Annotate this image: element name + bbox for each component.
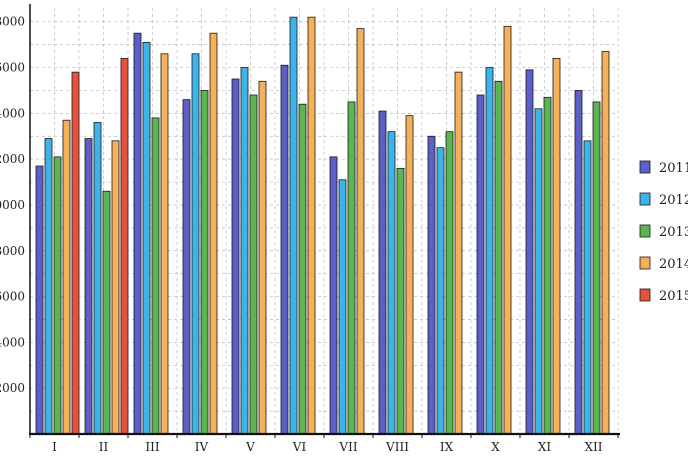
bar-2011-VII bbox=[329, 156, 338, 435]
bar-2014-VII bbox=[356, 28, 365, 435]
bar-2011-VI bbox=[280, 64, 289, 435]
bar-2012-V bbox=[240, 67, 249, 435]
bar-2012-IX bbox=[436, 147, 445, 435]
x-tick-label: XII bbox=[584, 440, 602, 454]
bar-2012-I bbox=[44, 138, 53, 435]
legend: 2011 2012 2013 2014 2015 bbox=[639, 160, 688, 304]
x-axis-tick-labels: I II III IV V VI VII VIII IX X XI XII bbox=[52, 440, 603, 454]
bar-2014-X bbox=[503, 25, 512, 435]
y-tick-label: 4000 bbox=[0, 106, 25, 120]
bar-2011-XII bbox=[574, 90, 583, 435]
bar-2013-VIII bbox=[396, 167, 405, 435]
bar-2014-V bbox=[258, 80, 267, 435]
legend-label-2015: 2015 bbox=[659, 289, 688, 304]
legend-swatch-2012 bbox=[639, 192, 651, 206]
bar-2011-I bbox=[35, 165, 44, 435]
x-tick-label: I bbox=[52, 440, 57, 454]
bar-2012-XI bbox=[534, 108, 543, 435]
legend-swatch-2015 bbox=[639, 288, 651, 302]
bar-2011-VIII bbox=[378, 110, 387, 435]
y-tick-label: 2000 bbox=[0, 381, 25, 395]
legend-swatch-2013 bbox=[639, 224, 651, 238]
bar-2014-VIII bbox=[405, 115, 414, 435]
bar-2014-VI bbox=[307, 16, 316, 435]
bar-2011-IX bbox=[427, 135, 436, 435]
bar-2013-II bbox=[102, 190, 111, 435]
x-tick-label: II bbox=[99, 440, 109, 454]
bar-2013-IV bbox=[200, 90, 209, 435]
bar-2013-V bbox=[249, 94, 258, 435]
bar-2015-I bbox=[71, 71, 80, 435]
bar-2013-III bbox=[151, 117, 160, 435]
bar-2013-X bbox=[494, 80, 503, 435]
bar-2014-I bbox=[62, 119, 71, 435]
legend-label-2011: 2011 bbox=[659, 161, 688, 176]
bars bbox=[35, 16, 610, 435]
bar-2011-III bbox=[133, 32, 142, 435]
bar-2013-XII bbox=[592, 101, 601, 435]
y-tick-label: 4000 bbox=[0, 335, 25, 349]
bar-2013-I bbox=[53, 156, 62, 435]
x-tick-label: IX bbox=[440, 440, 454, 454]
y-tick-label: 8000 bbox=[0, 244, 25, 258]
bar-2012-XII bbox=[583, 140, 592, 435]
x-tick-label: VI bbox=[292, 440, 307, 454]
bar-2012-II bbox=[93, 122, 102, 435]
bar-2012-IV bbox=[191, 53, 200, 435]
axes bbox=[29, 4, 620, 438]
y-tick-label: 2000 bbox=[0, 152, 25, 166]
bar-2014-II bbox=[111, 140, 120, 435]
x-tick-label: III bbox=[145, 440, 159, 454]
bar-2015-II bbox=[120, 57, 129, 435]
bar-2011-V bbox=[231, 78, 240, 435]
legend-label-2014: 2014 bbox=[659, 257, 688, 272]
x-tick-label: VII bbox=[338, 440, 357, 454]
bar-2013-VII bbox=[347, 101, 356, 435]
bar-2012-VII bbox=[338, 179, 347, 435]
bar-2011-X bbox=[476, 94, 485, 435]
y-tick-label: 6000 bbox=[0, 61, 25, 75]
legend-label-2012: 2012 bbox=[659, 193, 688, 208]
y-tick-label: 8000 bbox=[0, 15, 25, 29]
legend-swatch-2011 bbox=[639, 160, 651, 174]
bar-2011-XI bbox=[525, 69, 534, 435]
bar-2014-III bbox=[160, 53, 169, 435]
bar-2012-X bbox=[485, 67, 494, 435]
bar-2012-III bbox=[142, 41, 151, 435]
x-tick-label: V bbox=[245, 440, 255, 454]
x-tick-label: XI bbox=[538, 440, 552, 454]
bar-2011-IV bbox=[182, 99, 191, 435]
bar-2013-VI bbox=[298, 103, 307, 435]
bar-2014-IX bbox=[454, 71, 463, 435]
bar-2013-IX bbox=[445, 131, 454, 435]
bar-2012-VI bbox=[289, 16, 298, 435]
x-tick-label: X bbox=[491, 440, 500, 454]
x-tick-label: IV bbox=[195, 440, 209, 454]
legend-swatch-2014 bbox=[639, 256, 651, 270]
x-tick-label: VIII bbox=[385, 440, 409, 454]
bar-2014-XII bbox=[601, 51, 610, 435]
bar-2012-VIII bbox=[387, 131, 396, 435]
legend-label-2013: 2013 bbox=[659, 225, 688, 240]
bar-2011-II bbox=[84, 138, 93, 435]
bar-2013-XI bbox=[543, 96, 552, 435]
bar-2014-XI bbox=[552, 57, 561, 435]
bar-2014-IV bbox=[209, 32, 218, 435]
y-tick-label: 6000 bbox=[0, 290, 25, 304]
